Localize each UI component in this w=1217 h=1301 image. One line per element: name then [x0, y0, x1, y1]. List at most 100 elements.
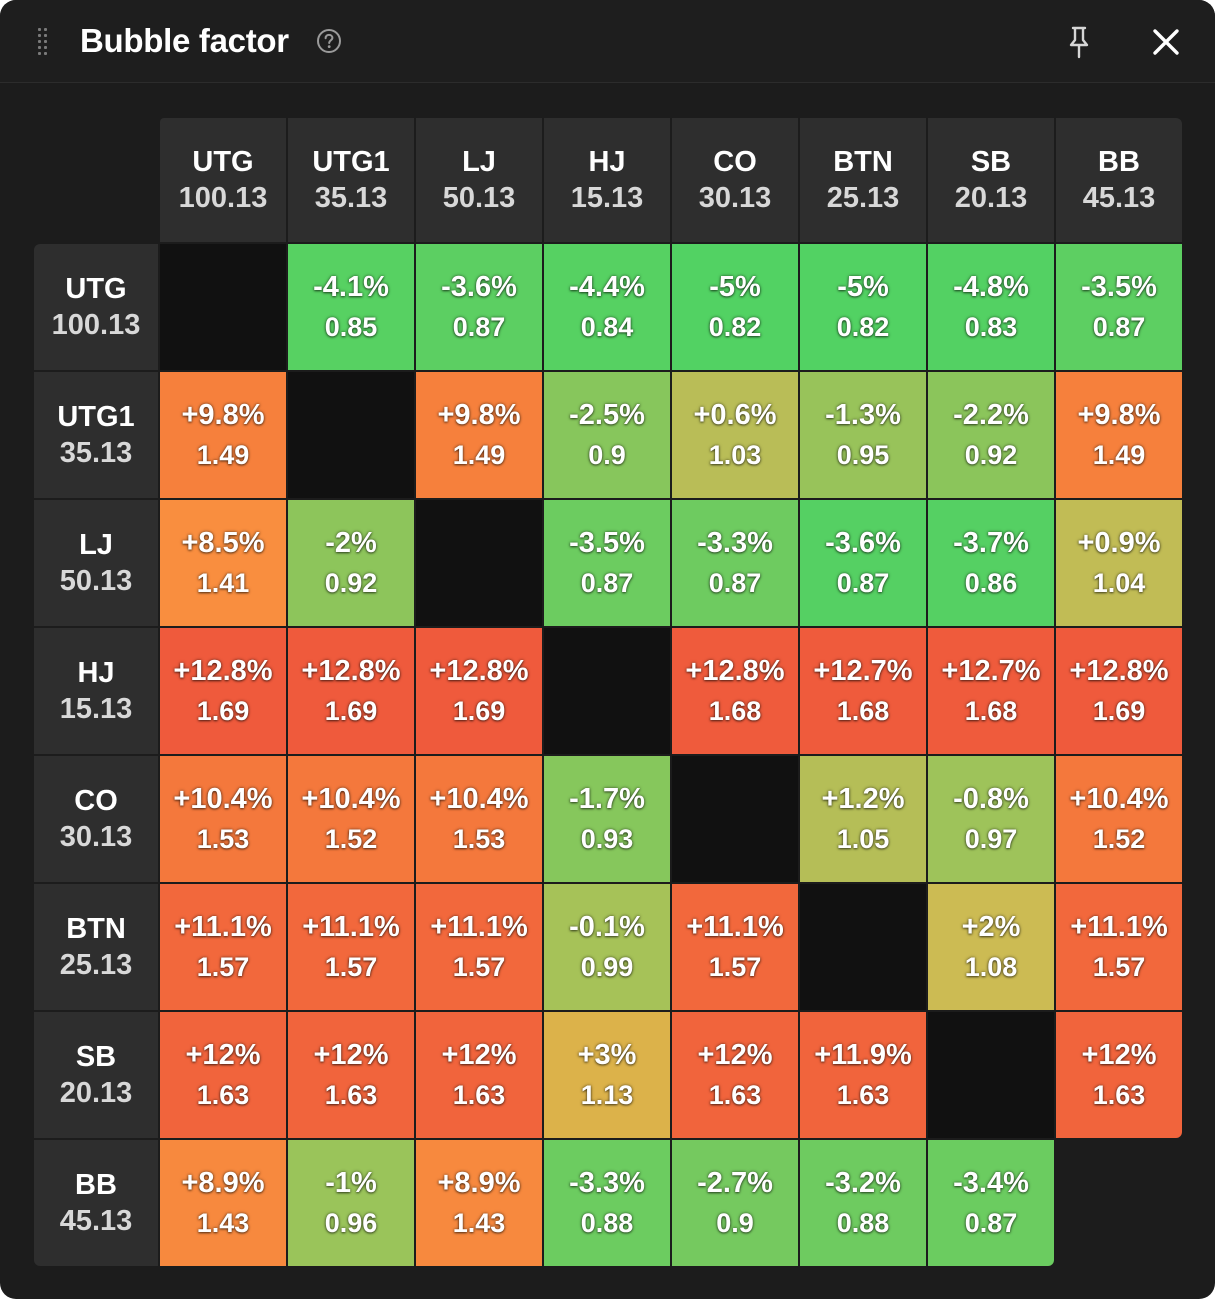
matrix-cell[interactable]: +10.4% 1.52	[288, 756, 414, 882]
cell-factor: 0.88	[580, 1208, 634, 1238]
matrix-cell[interactable]: -3.3% 0.88	[544, 1140, 670, 1266]
cell-factor: 0.85	[324, 312, 378, 342]
cell-factor: 1.57	[196, 952, 250, 982]
cell-factor: 0.87	[452, 312, 506, 342]
matrix-cell[interactable]: +12% 1.63	[1056, 1012, 1182, 1138]
matrix-cell[interactable]: +0.6% 1.03	[672, 372, 798, 498]
matrix-cell[interactable]: +12% 1.63	[160, 1012, 286, 1138]
matrix-cell[interactable]: +10.4% 1.53	[160, 756, 286, 882]
cell-factor: 0.87	[1092, 312, 1146, 342]
column-stack: 25.13	[826, 182, 900, 214]
drag-handle-icon[interactable]	[38, 28, 50, 58]
matrix-cell[interactable]: -5% 0.82	[800, 244, 926, 370]
matrix-cell[interactable]: +9.8% 1.49	[1056, 372, 1182, 498]
row-header-utg1: UTG1 35.13	[34, 372, 158, 498]
matrix-cell[interactable]: +12% 1.63	[416, 1012, 542, 1138]
matrix-cell[interactable]: +3% 1.13	[544, 1012, 670, 1138]
cell-percent: -3.3%	[697, 527, 773, 559]
cell-factor: 1.57	[1092, 952, 1146, 982]
matrix-cell[interactable]: -3.5% 0.87	[544, 500, 670, 626]
row-position: HJ	[77, 657, 115, 689]
matrix-cell[interactable]: +11.1% 1.57	[1056, 884, 1182, 1010]
matrix-cell[interactable]: -3.6% 0.87	[416, 244, 542, 370]
matrix-cell[interactable]: +11.1% 1.57	[416, 884, 542, 1010]
matrix-cell[interactable]: -4.8% 0.83	[928, 244, 1054, 370]
matrix-cell[interactable]: -3.7% 0.86	[928, 500, 1054, 626]
matrix-cell[interactable]: -2.5% 0.9	[544, 372, 670, 498]
matrix-cell[interactable]: +11.1% 1.57	[160, 884, 286, 1010]
matrix-cell[interactable]: +12.8% 1.69	[1056, 628, 1182, 754]
cell-factor: 1.08	[964, 952, 1018, 982]
matrix-cell[interactable]: +2% 1.08	[928, 884, 1054, 1010]
matrix-cell[interactable]: -3.2% 0.88	[800, 1140, 926, 1266]
column-stack: 50.13	[442, 182, 516, 214]
matrix-cell[interactable]: -4.4% 0.84	[544, 244, 670, 370]
column-header-co: CO 30.13	[672, 118, 798, 242]
cell-percent: -2.7%	[697, 1167, 773, 1199]
matrix-cell[interactable]: -3.5% 0.87	[1056, 244, 1182, 370]
column-position: UTG1	[312, 146, 390, 178]
matrix-cell[interactable]: +8.5% 1.41	[160, 500, 286, 626]
diagonal-empty-cell	[288, 372, 414, 498]
cell-percent: -3.6%	[825, 527, 901, 559]
row-stack: 50.13	[59, 565, 133, 597]
cell-factor: 1.53	[196, 824, 250, 854]
matrix-cell[interactable]: -2% 0.92	[288, 500, 414, 626]
help-circle-icon[interactable]	[316, 28, 342, 54]
cell-factor: 1.13	[580, 1080, 634, 1110]
cell-percent: +11.1%	[686, 911, 784, 943]
cell-percent: +11.1%	[1070, 911, 1168, 943]
cell-factor: 0.93	[580, 824, 634, 854]
cell-factor: 1.43	[196, 1208, 250, 1238]
cell-factor: 0.82	[708, 312, 762, 342]
matrix-cell[interactable]: -2.7% 0.9	[672, 1140, 798, 1266]
matrix-cell[interactable]: +1.2% 1.05	[800, 756, 926, 882]
matrix-cell[interactable]: +12.8% 1.69	[288, 628, 414, 754]
cell-factor: 0.9	[716, 1208, 754, 1238]
matrix-cell[interactable]: -5% 0.82	[672, 244, 798, 370]
cell-percent: -3.3%	[569, 1167, 645, 1199]
matrix-cell[interactable]: -3.3% 0.87	[672, 500, 798, 626]
matrix-cell[interactable]: +11.9% 1.63	[800, 1012, 926, 1138]
matrix-cell[interactable]: -3.6% 0.87	[800, 500, 926, 626]
matrix-cell[interactable]: +12.7% 1.68	[928, 628, 1054, 754]
matrix-cell[interactable]: -0.1% 0.99	[544, 884, 670, 1010]
cell-factor: 1.63	[324, 1080, 378, 1110]
matrix-cell[interactable]: -1.3% 0.95	[800, 372, 926, 498]
matrix-cell[interactable]: +12.8% 1.69	[416, 628, 542, 754]
cell-factor: 1.63	[836, 1080, 890, 1110]
matrix-cell[interactable]: +12.8% 1.68	[672, 628, 798, 754]
cell-factor: 1.49	[452, 440, 506, 470]
matrix-cell[interactable]: +9.8% 1.49	[416, 372, 542, 498]
matrix-cell[interactable]: -1% 0.96	[288, 1140, 414, 1266]
cell-percent: -3.5%	[1081, 271, 1157, 303]
matrix-cell[interactable]: -0.8% 0.97	[928, 756, 1054, 882]
pin-icon[interactable]	[1066, 25, 1092, 59]
matrix-cell[interactable]: +8.9% 1.43	[160, 1140, 286, 1266]
matrix-cell[interactable]: +12% 1.63	[672, 1012, 798, 1138]
matrix-cell[interactable]: +12% 1.63	[288, 1012, 414, 1138]
cell-percent: +11.9%	[814, 1039, 912, 1071]
row-stack: 100.13	[51, 309, 141, 341]
matrix-cell[interactable]: -1.7% 0.93	[544, 756, 670, 882]
cell-factor: 1.49	[1092, 440, 1146, 470]
matrix-cell[interactable]: +11.1% 1.57	[288, 884, 414, 1010]
matrix-cell[interactable]: -3.4% 0.87	[928, 1140, 1054, 1266]
cell-factor: 1.43	[452, 1208, 506, 1238]
column-position: BB	[1098, 146, 1140, 178]
matrix-cell[interactable]: +12.7% 1.68	[800, 628, 926, 754]
matrix-cell[interactable]: +10.4% 1.52	[1056, 756, 1182, 882]
matrix-cell[interactable]: +9.8% 1.49	[160, 372, 286, 498]
matrix-cell[interactable]: -4.1% 0.85	[288, 244, 414, 370]
cell-factor: 1.68	[708, 696, 762, 726]
row-position: UTG1	[57, 401, 135, 433]
matrix-cell[interactable]: +11.1% 1.57	[672, 884, 798, 1010]
matrix-cell[interactable]: +0.9% 1.04	[1056, 500, 1182, 626]
close-icon[interactable]	[1150, 26, 1182, 58]
matrix-cell[interactable]: +10.4% 1.53	[416, 756, 542, 882]
matrix-cell[interactable]: +12.8% 1.69	[160, 628, 286, 754]
cell-factor: 0.88	[836, 1208, 890, 1238]
cell-percent: +10.4%	[173, 783, 273, 815]
matrix-cell[interactable]: -2.2% 0.92	[928, 372, 1054, 498]
matrix-cell[interactable]: +8.9% 1.43	[416, 1140, 542, 1266]
